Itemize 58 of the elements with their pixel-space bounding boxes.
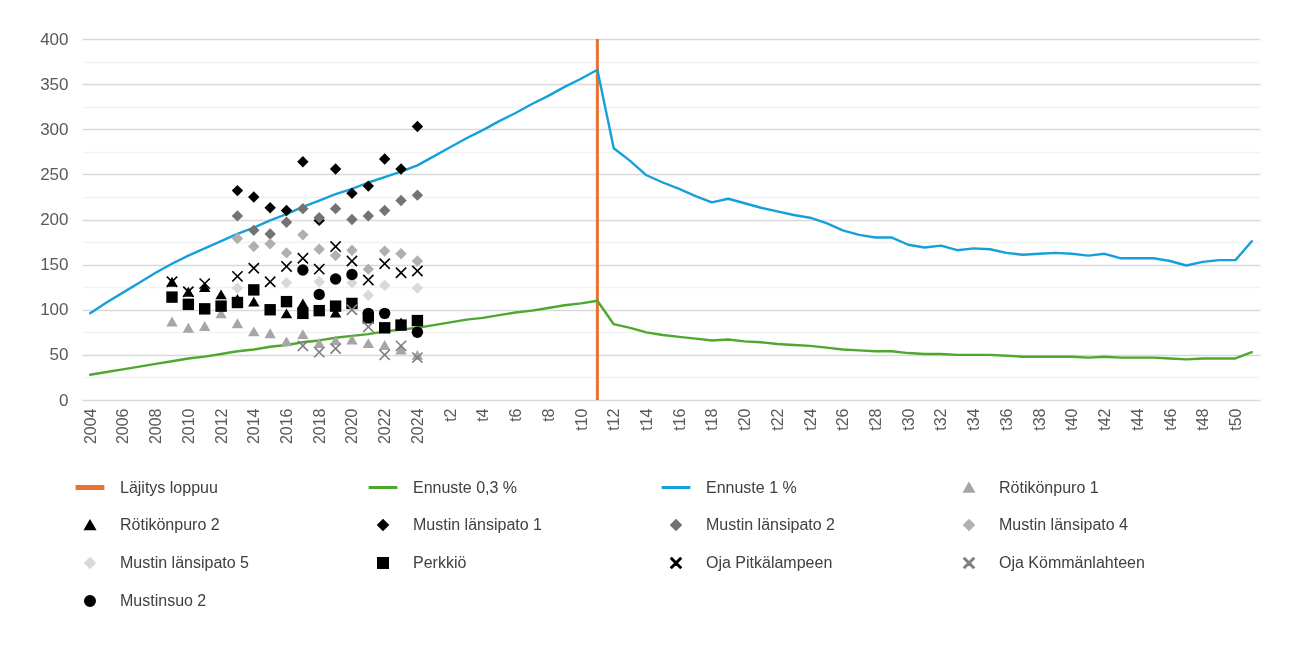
- legend-label: Läjitys loppuu: [120, 478, 218, 496]
- x-tick-label: t50: [1226, 408, 1244, 431]
- legend-label: Mustinsuo 2: [120, 592, 207, 609]
- x-tick-label: 2012: [212, 408, 230, 445]
- x-tick-label: t40: [1063, 408, 1081, 431]
- x-tick-label: t24: [801, 408, 819, 431]
- x-tick-label: 2022: [376, 408, 394, 445]
- legend-label: Mustin länsipato 5: [120, 554, 250, 571]
- y-tick-label: 200: [40, 210, 69, 229]
- y-tick-label: 350: [40, 74, 69, 94]
- legend-label: Mustin länsipato 1: [413, 516, 543, 533]
- x-tick-label: t12: [605, 408, 623, 431]
- y-tick-label: 300: [40, 119, 69, 139]
- x-tick-label: t22: [768, 408, 786, 431]
- x-tick-label: t2: [441, 408, 459, 422]
- x-tick-label: 2018: [310, 408, 328, 445]
- x-tick-label: t4: [474, 408, 492, 422]
- x-tick-label: t46: [1161, 408, 1179, 431]
- x-tick-label: t30: [899, 408, 917, 431]
- x-tick-label: t44: [1128, 408, 1146, 431]
- legend-label: Rötikönpuro 2: [120, 516, 220, 533]
- x-tick-label: 2004: [81, 408, 99, 445]
- x-tick-label: 2020: [343, 408, 361, 445]
- legend-label: Oja Pitkälampeen: [706, 554, 833, 571]
- x-tick-label: t8: [539, 408, 557, 422]
- x-tick-label: t16: [670, 408, 688, 431]
- x-tick-label: 2016: [278, 408, 296, 445]
- x-tick-label: 2006: [114, 408, 132, 445]
- x-tick-label: t42: [1096, 408, 1114, 431]
- y-tick-label: 50: [49, 345, 69, 365]
- legend-label: Ennuste 1 %: [706, 478, 797, 496]
- x-tick-label: t6: [507, 408, 525, 422]
- legend-label: Ennuste 0,3 %: [413, 478, 518, 496]
- x-tick-label: t38: [1030, 408, 1048, 431]
- legend-label: Perkkiö: [413, 554, 467, 571]
- x-tick-label: t28: [867, 408, 885, 431]
- y-tick-label: 0: [59, 390, 69, 410]
- x-tick-label: t26: [834, 408, 852, 431]
- y-tick-label: 150: [40, 255, 69, 275]
- x-tick-label: t34: [965, 408, 983, 431]
- legend-label: Mustin länsipato 2: [706, 516, 836, 533]
- x-tick-label: t36: [997, 408, 1015, 431]
- legend-label: Rötikönpuro 1: [999, 478, 1099, 496]
- x-tick-label: 2010: [179, 408, 197, 445]
- y-tick-label: 400: [40, 29, 69, 49]
- legend-label: Mustin länsipato 4: [999, 516, 1129, 533]
- x-tick-label: t20: [736, 408, 754, 431]
- x-tick-label: t10: [572, 408, 590, 431]
- y-tick-label: 100: [40, 300, 69, 320]
- x-tick-label: t32: [932, 408, 950, 431]
- x-tick-label: t18: [703, 408, 721, 431]
- legend-label: Oja Kömmänlahteen: [999, 554, 1145, 571]
- x-tick-label: 2024: [408, 408, 426, 445]
- x-tick-label: 2008: [147, 408, 165, 445]
- x-tick-label: 2014: [245, 408, 263, 445]
- x-tick-label: t48: [1194, 408, 1212, 431]
- y-tick-label: 250: [40, 164, 69, 184]
- x-tick-label: t14: [637, 408, 655, 431]
